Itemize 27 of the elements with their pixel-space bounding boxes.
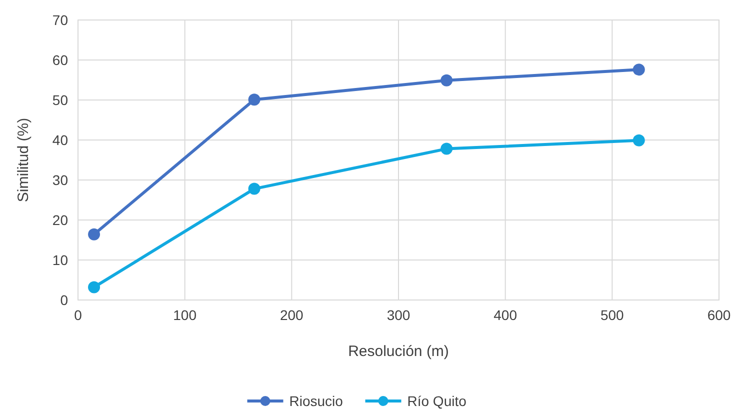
y-tick-label: 50 (52, 92, 68, 108)
y-axis-title: Similitud (%) (15, 118, 32, 202)
x-axis-title: Resolución (m) (348, 343, 449, 360)
y-tick-label: 60 (52, 52, 68, 68)
point (88, 281, 100, 294)
point (248, 182, 260, 195)
y-tick-label: 40 (52, 132, 68, 148)
y-tick-label: 70 (52, 12, 68, 28)
y-tick-label: 30 (52, 172, 68, 188)
point (632, 134, 645, 146)
y-tick-label: 10 (52, 252, 68, 268)
x-tick-label: 100 (173, 307, 197, 323)
point (88, 228, 100, 240)
y-tick-label: 20 (52, 212, 68, 228)
point (632, 64, 645, 76)
y-tick-label: 0 (60, 292, 68, 308)
x-tick-label: 500 (600, 307, 624, 323)
legend-label: Riosucio (289, 393, 344, 409)
x-tick-label: 600 (707, 307, 731, 323)
point (248, 94, 260, 106)
legend-label: Río Quito (407, 393, 467, 409)
point (440, 74, 453, 86)
x-tick-label: 200 (280, 307, 304, 323)
point (440, 142, 453, 155)
x-tick-label: 300 (386, 307, 410, 323)
x-tick-label: 0 (74, 307, 82, 323)
x-tick-label: 400 (494, 307, 518, 323)
